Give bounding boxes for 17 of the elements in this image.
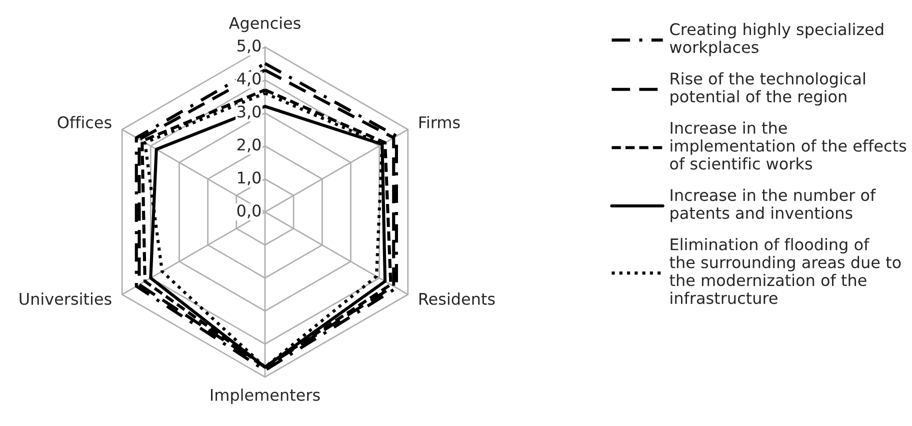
spoke-label: Implementers bbox=[210, 388, 320, 404]
legend-label: Increase in the implementation of the effects of scientific works bbox=[670, 122, 906, 170]
y-tick-label: 5,0 bbox=[238, 40, 261, 54]
legend-label: Increase in the number of patents and inventions bbox=[670, 188, 876, 222]
legend-label: Elimination of flooding of the surrounding areas due to the modernization of the infrastructure bbox=[670, 238, 901, 304]
spoke-label: Universities bbox=[20, 292, 112, 305]
y-tick-label: 3,0 bbox=[238, 106, 261, 120]
spoke-label: Firms bbox=[419, 116, 460, 128]
spoke-label: Agencies bbox=[228, 16, 300, 32]
y-tick-label: 4,0 bbox=[237, 72, 261, 86]
legend-label: Creating highly specialized workplaces bbox=[670, 22, 884, 56]
legend-label: Rise of the technological potential of the region bbox=[670, 72, 865, 106]
spoke-label: Offices bbox=[58, 116, 112, 128]
y-tick-label: 1,0 bbox=[238, 172, 261, 186]
spoke-label: Residents bbox=[419, 292, 495, 305]
y-tick-label: 2,0 bbox=[237, 138, 261, 152]
y-tick-label: 0,0 bbox=[237, 204, 261, 218]
